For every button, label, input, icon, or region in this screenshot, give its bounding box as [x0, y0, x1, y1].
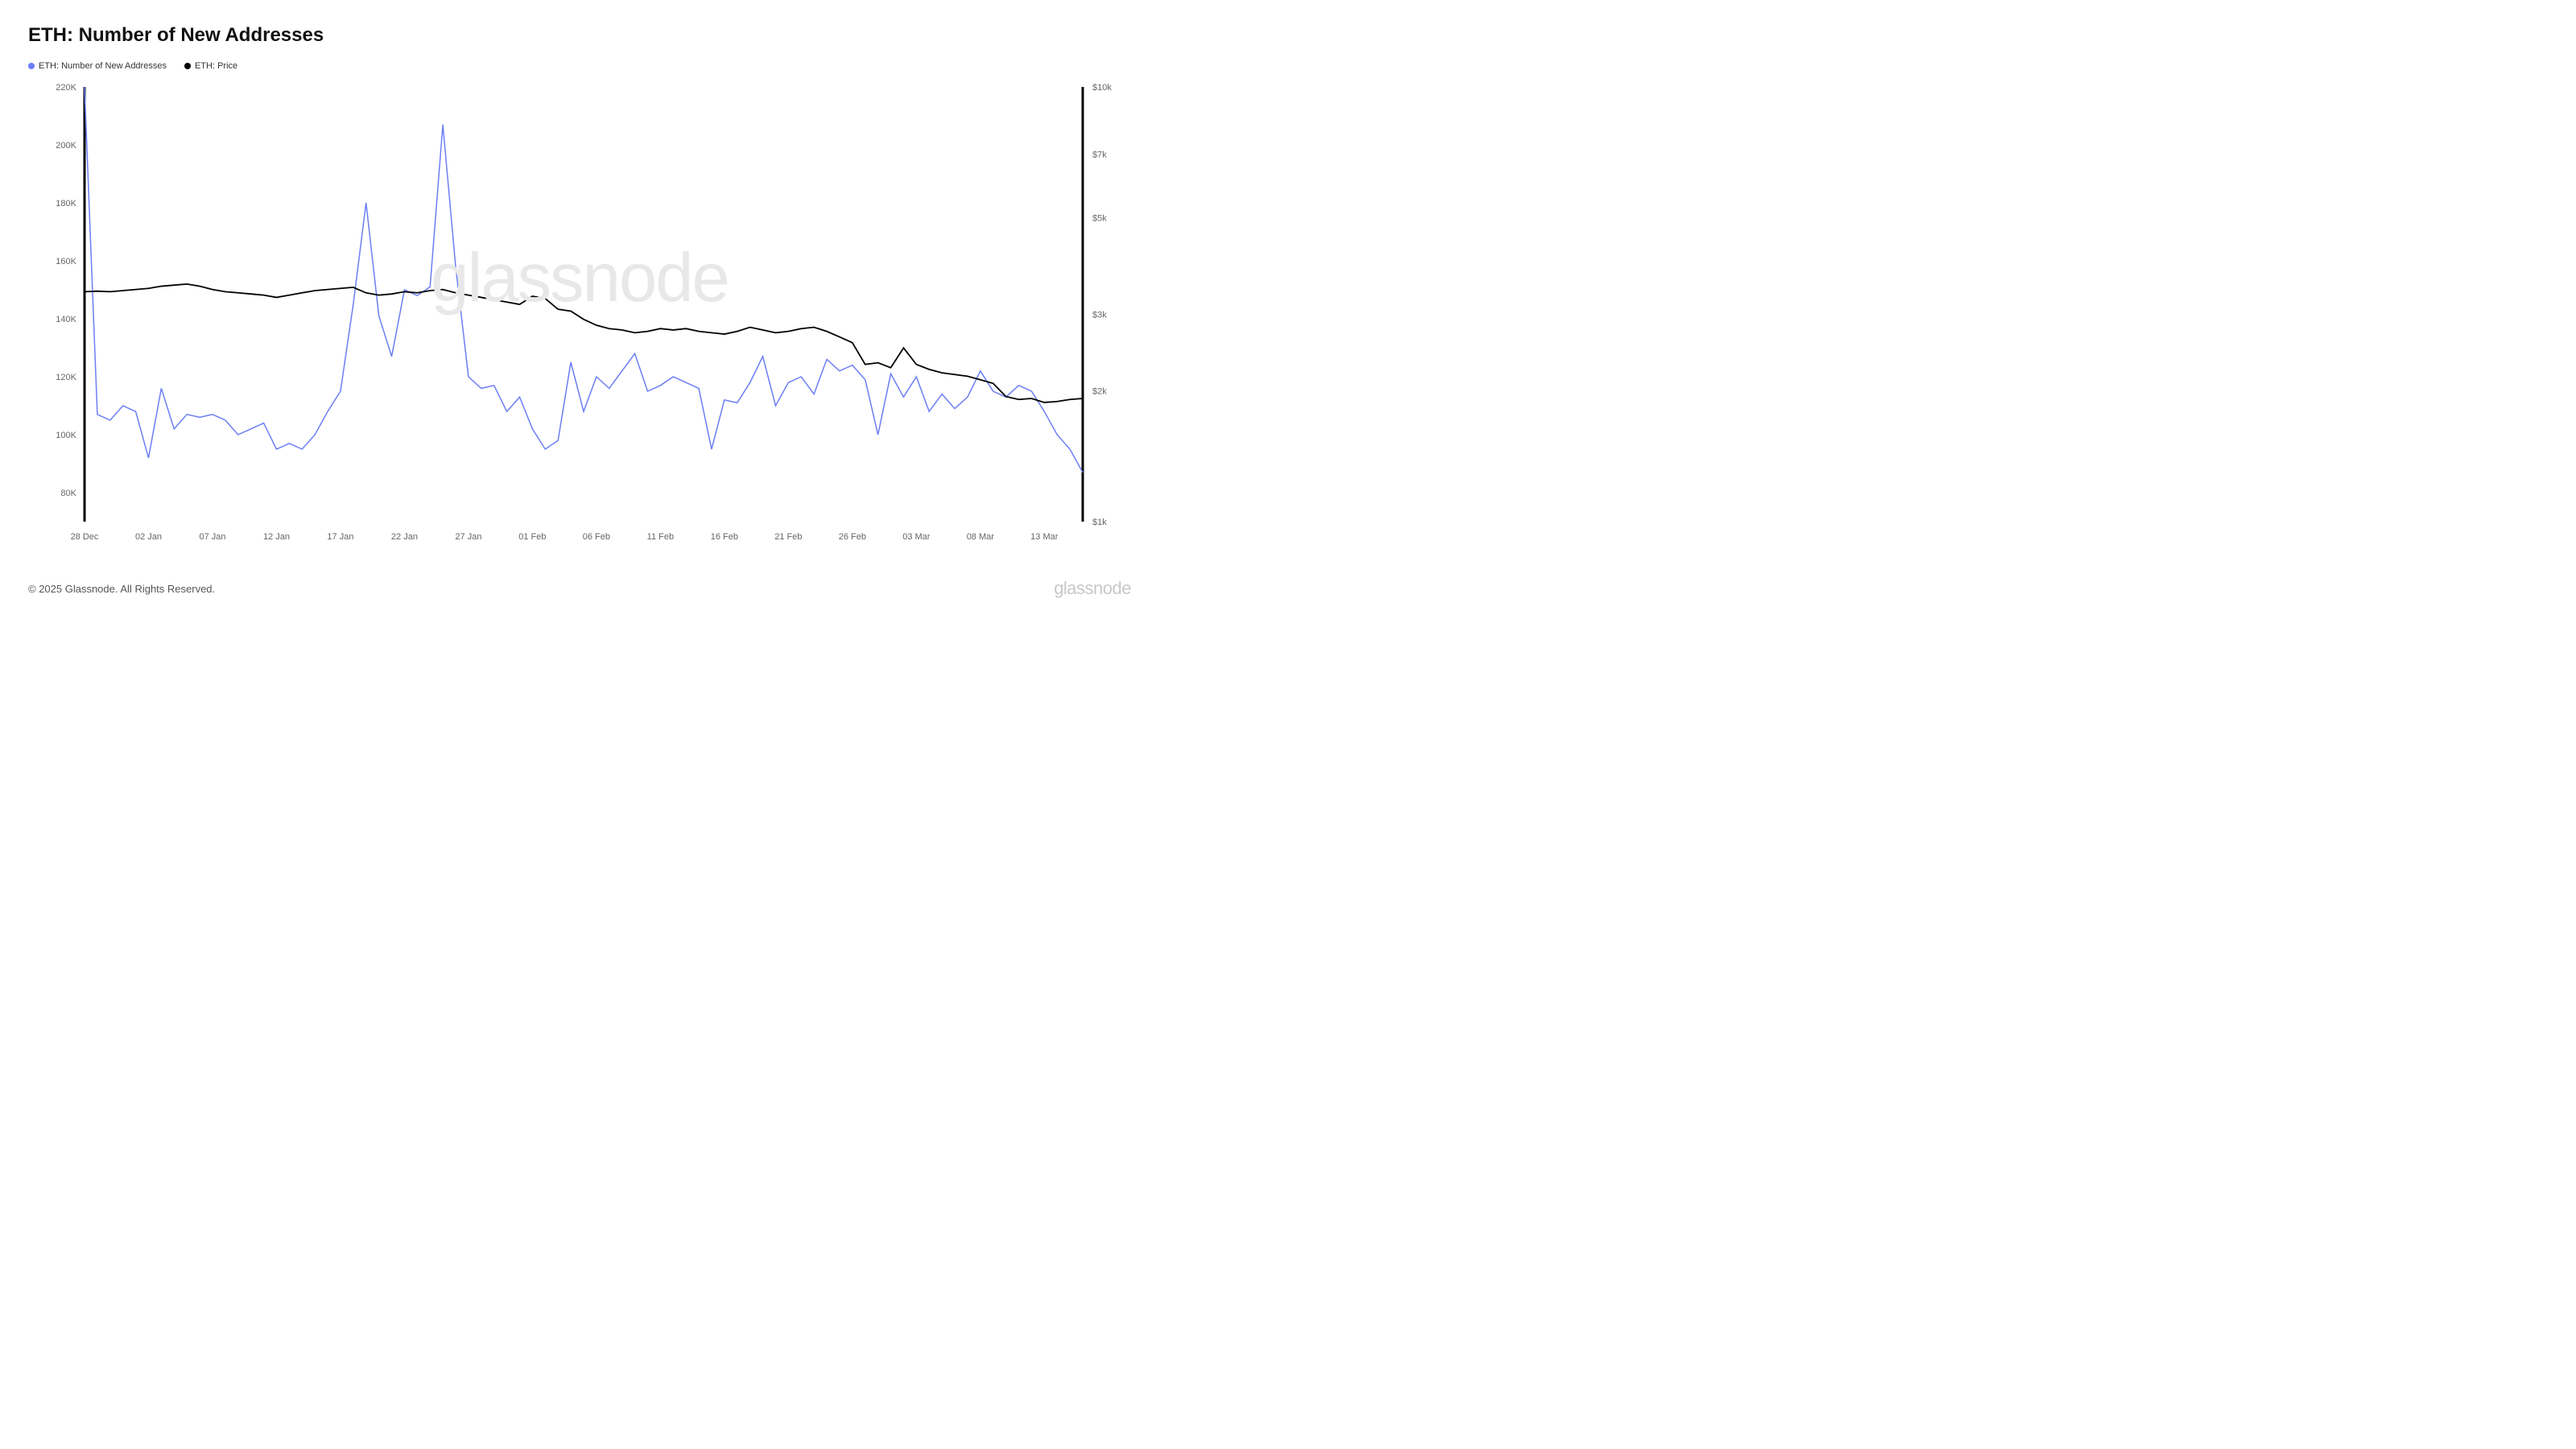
- svg-text:12 Jan: 12 Jan: [263, 532, 290, 542]
- legend-item-addresses: ETH: Number of New Addresses: [28, 61, 167, 71]
- legend-dot-price: [184, 63, 191, 69]
- legend-item-price: ETH: Price: [184, 61, 237, 71]
- brand-logo: glassnode: [1054, 578, 1131, 599]
- svg-text:200K: 200K: [56, 141, 76, 151]
- svg-text:$3k: $3k: [1092, 310, 1107, 320]
- legend-label-price: ETH: Price: [195, 61, 237, 71]
- svg-text:27 Jan: 27 Jan: [455, 532, 481, 542]
- svg-text:06 Feb: 06 Feb: [583, 532, 610, 542]
- chart-area: glassnode 80K100K120K140K160K180K200K220…: [28, 79, 1131, 554]
- svg-text:220K: 220K: [56, 83, 76, 93]
- svg-text:22 Jan: 22 Jan: [391, 532, 418, 542]
- svg-text:$5k: $5k: [1092, 214, 1107, 224]
- svg-text:03 Mar: 03 Mar: [902, 532, 931, 542]
- svg-text:$2k: $2k: [1092, 386, 1107, 396]
- svg-text:13 Mar: 13 Mar: [1030, 532, 1059, 542]
- svg-text:$1k: $1k: [1092, 518, 1107, 527]
- svg-text:100K: 100K: [56, 431, 76, 440]
- svg-text:17 Jan: 17 Jan: [327, 532, 353, 542]
- chart-title: ETH: Number of New Addresses: [28, 24, 1131, 47]
- legend: ETH: Number of New Addresses ETH: Price: [28, 61, 1131, 71]
- legend-label-addresses: ETH: Number of New Addresses: [39, 61, 167, 71]
- footer: © 2025 Glassnode. All Rights Reserved. g…: [28, 578, 1131, 599]
- svg-text:140K: 140K: [56, 315, 76, 324]
- svg-text:120K: 120K: [56, 373, 76, 382]
- svg-text:80K: 80K: [60, 489, 76, 498]
- svg-text:$10k: $10k: [1092, 83, 1112, 93]
- svg-text:$7k: $7k: [1092, 151, 1107, 160]
- svg-text:26 Feb: 26 Feb: [839, 532, 866, 542]
- svg-text:180K: 180K: [56, 199, 76, 208]
- legend-dot-addresses: [28, 63, 35, 69]
- svg-text:16 Feb: 16 Feb: [711, 532, 738, 542]
- svg-text:21 Feb: 21 Feb: [774, 532, 802, 542]
- svg-text:01 Feb: 01 Feb: [518, 532, 546, 542]
- svg-text:07 Jan: 07 Jan: [199, 532, 225, 542]
- svg-text:08 Mar: 08 Mar: [967, 532, 995, 542]
- copyright: © 2025 Glassnode. All Rights Reserved.: [28, 583, 215, 595]
- svg-text:160K: 160K: [56, 257, 76, 266]
- svg-text:28 Dec: 28 Dec: [71, 532, 99, 542]
- svg-text:11 Feb: 11 Feb: [647, 532, 674, 542]
- svg-text:02 Jan: 02 Jan: [135, 532, 162, 542]
- chart-svg: 80K 100K 120K 140K 160K 180K 200K 220K $1k $2k $3k…: [28, 79, 1131, 554]
